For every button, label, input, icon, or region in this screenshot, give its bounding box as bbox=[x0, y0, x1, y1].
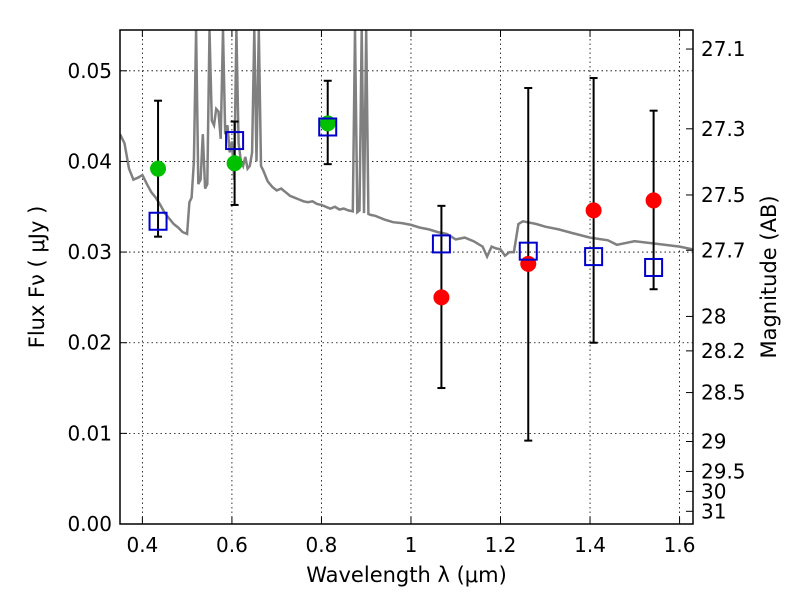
model-band-square bbox=[644, 257, 664, 277]
model-spectrum bbox=[120, 30, 693, 260]
model-band-square bbox=[148, 211, 168, 231]
y-tick-label: 0.03 bbox=[67, 240, 112, 264]
model-band-square bbox=[431, 234, 451, 254]
observed-point bbox=[520, 255, 537, 272]
y-axis-label: Flux Fν ( μJy ) bbox=[25, 206, 49, 349]
y2-tick-label: 31 bbox=[701, 499, 726, 523]
y-tick-label: 0.05 bbox=[67, 59, 112, 83]
y-tick-label: 0.00 bbox=[67, 512, 112, 536]
model-band-square bbox=[225, 131, 245, 151]
y2-tick-label: 28.2 bbox=[701, 339, 746, 363]
x-tick-label: 1.4 bbox=[574, 533, 606, 557]
observed-points bbox=[150, 115, 662, 306]
y2-tick-label: 29 bbox=[701, 430, 726, 454]
axis-ticks bbox=[120, 30, 693, 525]
y2-tick-label: 27.5 bbox=[701, 183, 746, 207]
grid-lines bbox=[120, 30, 693, 525]
plot-frame bbox=[119, 29, 694, 525]
x-tick-label: 1 bbox=[405, 533, 418, 557]
x-tick-label: 1.2 bbox=[485, 533, 517, 557]
y-tick-label: 0.04 bbox=[67, 149, 112, 173]
model-band-square bbox=[518, 241, 538, 261]
y2-tick-label: 30 bbox=[701, 479, 726, 503]
spectrum-line bbox=[120, 30, 693, 260]
y2-tick-label: 29.5 bbox=[701, 459, 746, 483]
observed-point bbox=[150, 160, 167, 177]
x-axis-label: Wavelength λ (μm) bbox=[306, 563, 507, 587]
observed-point bbox=[645, 192, 662, 209]
model-band-markers bbox=[148, 117, 664, 277]
x-tick-label: 1.6 bbox=[664, 533, 696, 557]
observed-point bbox=[585, 202, 602, 219]
y2-tick-label: 27.7 bbox=[701, 238, 746, 262]
y2-tick-label: 27.3 bbox=[701, 117, 746, 141]
x-tick-labels: 0.4 0.6 0.8 1 1.2 1.4 1.6 bbox=[126, 533, 695, 557]
y-tick-labels: 0.00 0.01 0.02 0.03 0.04 0.05 bbox=[67, 59, 112, 536]
y-tick-label: 0.02 bbox=[67, 331, 112, 355]
observed-point bbox=[226, 155, 243, 172]
y2-tick-label: 28.5 bbox=[701, 381, 746, 405]
y2-tick-label: 27.1 bbox=[701, 37, 746, 61]
model-band-square bbox=[584, 247, 604, 267]
y2-tick-label: 28 bbox=[701, 304, 726, 328]
x-tick-label: 0.8 bbox=[306, 533, 338, 557]
x-tick-label: 0.6 bbox=[216, 533, 248, 557]
y2-axis-label: Magnitude (AB) bbox=[757, 195, 781, 358]
x-tick-label: 0.4 bbox=[126, 533, 158, 557]
model-band-square bbox=[318, 117, 338, 137]
y-tick-label: 0.01 bbox=[67, 421, 112, 445]
observed-point bbox=[433, 289, 450, 306]
